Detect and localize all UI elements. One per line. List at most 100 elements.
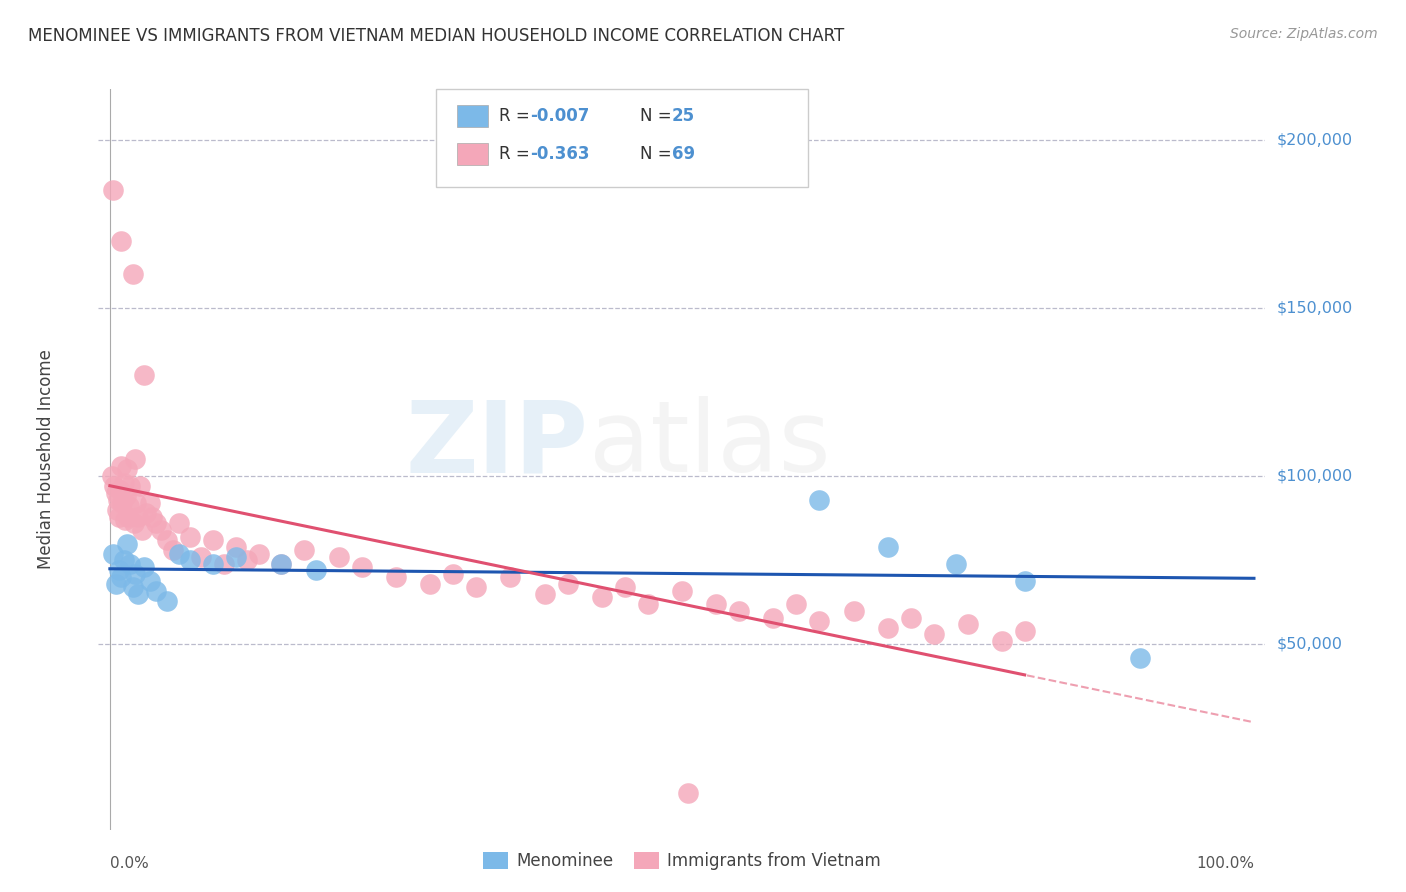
Point <box>671 583 693 598</box>
Point <box>128 479 150 493</box>
Point <box>103 183 125 197</box>
Text: ZIP: ZIP <box>406 396 589 493</box>
Point <box>785 597 807 611</box>
Point <box>1014 624 1036 638</box>
Point <box>108 509 131 524</box>
Point <box>108 564 131 578</box>
Point <box>419 577 441 591</box>
Text: $50,000: $50,000 <box>1277 637 1343 652</box>
Point <box>120 557 142 571</box>
Point <box>704 597 727 611</box>
Legend: Menominee, Immigrants from Vietnam: Menominee, Immigrants from Vietnam <box>477 846 887 877</box>
Point <box>131 523 153 537</box>
Text: N =: N = <box>640 107 676 125</box>
Point <box>111 496 134 510</box>
Point <box>103 479 125 493</box>
Point <box>124 452 146 467</box>
Point <box>350 560 373 574</box>
Point <box>107 492 129 507</box>
Point <box>214 557 236 571</box>
Point <box>385 570 408 584</box>
Point <box>139 496 162 510</box>
Point <box>945 557 967 571</box>
Point <box>162 543 184 558</box>
Point <box>127 587 149 601</box>
Point <box>728 604 751 618</box>
Text: 0.0%: 0.0% <box>110 856 149 871</box>
Point <box>112 553 135 567</box>
Point <box>328 549 350 564</box>
Text: 25: 25 <box>672 107 695 125</box>
Text: $100,000: $100,000 <box>1277 468 1353 483</box>
Point <box>167 516 190 531</box>
Point <box>117 509 139 524</box>
Point <box>167 547 190 561</box>
Point <box>115 462 138 476</box>
Point <box>145 516 167 531</box>
Point <box>465 580 488 594</box>
Point <box>115 490 138 504</box>
Point <box>305 564 328 578</box>
Point <box>557 577 579 591</box>
Point <box>533 587 555 601</box>
Point <box>613 580 636 594</box>
Point <box>225 549 247 564</box>
Point <box>105 503 128 517</box>
Point <box>201 557 224 571</box>
Text: MENOMINEE VS IMMIGRANTS FROM VIETNAM MEDIAN HOUSEHOLD INCOME CORRELATION CHART: MENOMINEE VS IMMIGRANTS FROM VIETNAM MED… <box>28 27 845 45</box>
Point <box>808 614 831 628</box>
Point <box>104 577 127 591</box>
Point <box>150 523 173 537</box>
Point <box>135 506 157 520</box>
Point <box>225 540 247 554</box>
Text: -0.363: -0.363 <box>530 145 589 163</box>
Point <box>121 268 143 282</box>
Point <box>114 513 136 527</box>
Point <box>637 597 659 611</box>
Text: $200,000: $200,000 <box>1277 132 1353 147</box>
Point <box>115 536 138 550</box>
Point <box>145 583 167 598</box>
Point <box>112 475 135 490</box>
Point <box>900 610 922 624</box>
Text: Median Household Income: Median Household Income <box>37 350 55 569</box>
Text: 100.0%: 100.0% <box>1197 856 1254 871</box>
Point <box>134 560 156 574</box>
Point <box>591 591 613 605</box>
Point <box>441 566 464 581</box>
Point <box>124 566 146 581</box>
Point <box>118 500 141 514</box>
Point <box>156 593 179 607</box>
Point <box>1128 651 1150 665</box>
Point <box>876 621 898 635</box>
Point <box>676 786 699 799</box>
Point <box>842 604 865 618</box>
Point <box>139 574 162 588</box>
Text: Source: ZipAtlas.com: Source: ZipAtlas.com <box>1230 27 1378 41</box>
Point <box>122 516 145 531</box>
Point <box>110 234 132 248</box>
Point <box>808 492 831 507</box>
Point <box>270 557 292 571</box>
Point <box>956 617 979 632</box>
Point <box>127 509 149 524</box>
Point <box>179 553 201 567</box>
Point <box>762 610 785 624</box>
Point <box>236 553 259 567</box>
Point <box>141 509 163 524</box>
Text: -0.007: -0.007 <box>530 107 589 125</box>
Point <box>922 627 945 641</box>
Point <box>190 549 212 564</box>
Point <box>108 483 131 497</box>
Text: N =: N = <box>640 145 676 163</box>
Point <box>121 580 143 594</box>
Text: 69: 69 <box>672 145 695 163</box>
Point <box>120 479 142 493</box>
Point <box>991 634 1014 648</box>
Point <box>104 486 127 500</box>
Text: R =: R = <box>499 107 536 125</box>
Point <box>179 530 201 544</box>
Point <box>110 459 132 474</box>
Point <box>1014 574 1036 588</box>
Point <box>247 547 270 561</box>
